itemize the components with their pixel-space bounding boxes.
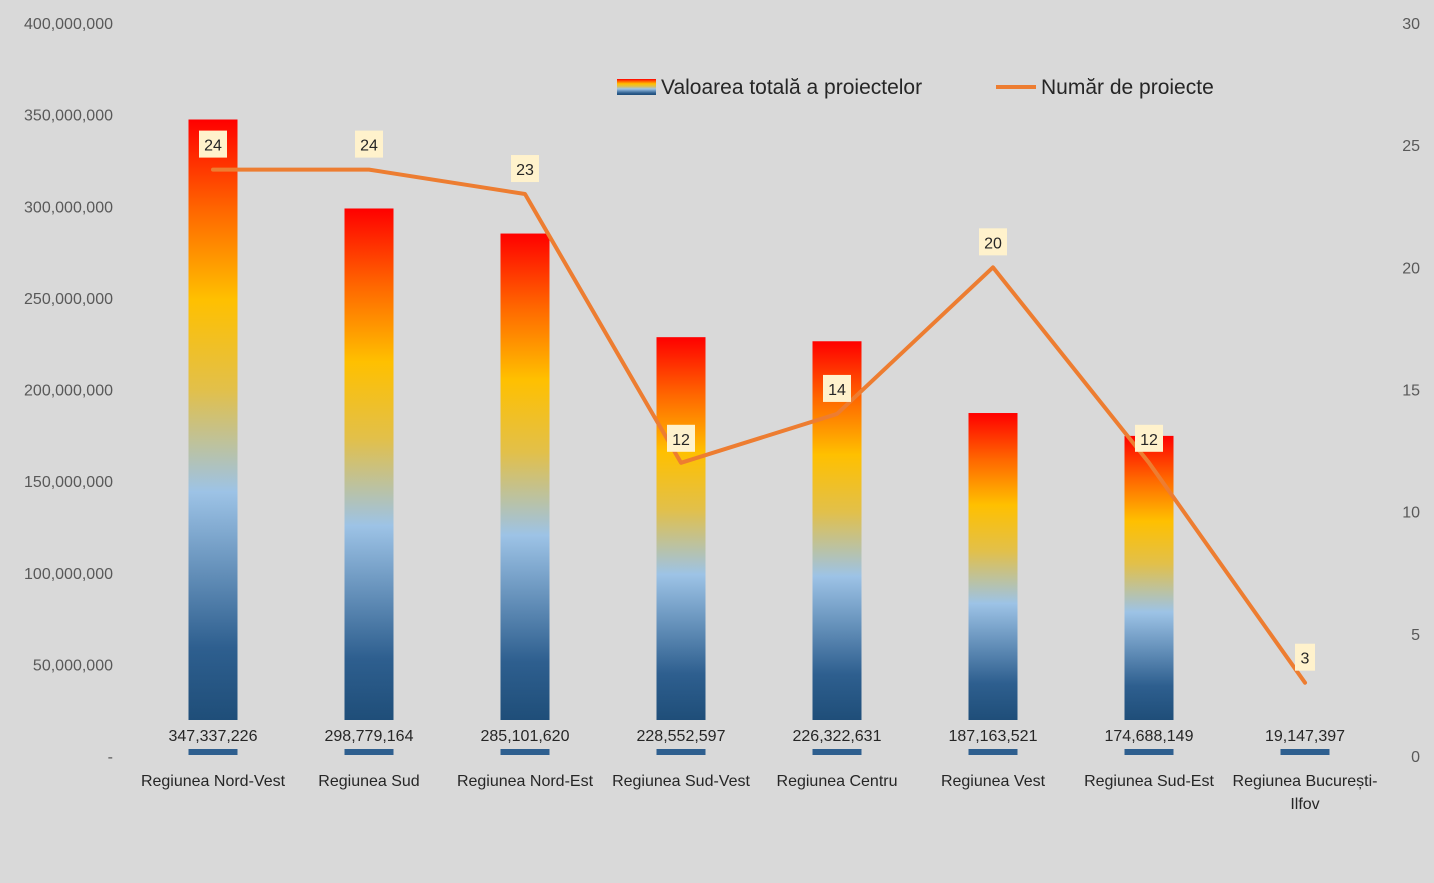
legend-label: Număr de proiecte: [1041, 76, 1214, 99]
bar-data-label: 187,163,521: [949, 728, 1038, 745]
y-left-tick-label: 250,000,000: [24, 291, 113, 308]
bar-data-label: 347,337,226: [169, 728, 258, 745]
line-data-label-box: [1135, 424, 1163, 452]
line-data-label-box: [199, 130, 227, 158]
bar-data-labels: 347,337,226 298,779,164 285,101,620 228,552…: [169, 728, 1346, 745]
bar-base: [500, 749, 550, 755]
bar-data-label: 285,101,620: [481, 728, 570, 745]
y-right-tick-label: 10: [1402, 505, 1420, 522]
x-tick-label: Regiunea București-: [1233, 773, 1378, 790]
line-data-label: 24: [360, 138, 378, 155]
y-right-tick-label: 20: [1402, 260, 1420, 277]
bar-data-label: 228,552,597: [637, 728, 726, 745]
bar-data-label: 226,322,631: [793, 728, 882, 745]
bar-series: [188, 119, 1330, 755]
y-right-axis: 0 5 10 15 20 25 30: [1402, 16, 1420, 766]
y-left-tick-label: 200,000,000: [24, 383, 113, 400]
line-data-label: 23: [516, 162, 534, 179]
y-right-tick-label: 5: [1411, 627, 1420, 644]
bar: [968, 413, 1018, 720]
y-left-axis: - 50,000,000 100,000,000 150,000,000 200,000…: [24, 16, 113, 766]
y-right-tick-label: 30: [1402, 16, 1420, 33]
y-right-tick-label: 0: [1411, 749, 1420, 766]
line-series: [211, 167, 1307, 685]
bar-base: [1280, 749, 1330, 755]
line-data-label: 20: [984, 235, 1002, 252]
line-path: [211, 167, 1307, 685]
line-data-label-box: [979, 228, 1007, 256]
line-data-label: 14: [828, 382, 846, 399]
y-right-tick-label: 15: [1402, 383, 1420, 400]
x-axis: Regiunea Nord-Vest Regiunea Sud Regiunea N…: [141, 773, 1378, 813]
bar-data-label: 19,147,397: [1265, 728, 1345, 745]
line-data-label-box: [1295, 643, 1315, 671]
bar: [812, 341, 862, 720]
line-data-label-box: [355, 130, 383, 158]
bar-base: [1124, 749, 1174, 755]
x-tick-label: Regiunea Sud: [318, 773, 419, 790]
x-tick-label: Ilfov: [1290, 796, 1319, 813]
bar-base: [344, 749, 394, 755]
x-tick-label: Regiunea Sud-Vest: [612, 773, 750, 790]
bar-base: [968, 749, 1018, 755]
bar: [188, 119, 238, 721]
line-data-label-box: [823, 374, 851, 402]
line-data-labels: 24 24 23 12 14 20 12 3: [199, 130, 1315, 671]
y-left-tick-label: 50,000,000: [33, 657, 113, 674]
y-left-tick-label: 150,000,000: [24, 474, 113, 491]
x-tick-label: Regiunea Sud-Est: [1084, 773, 1214, 790]
y-left-tick-label: 300,000,000: [24, 199, 113, 216]
bar: [344, 208, 394, 720]
legend: Valoarea totală a proiectelor Număr de pr…: [617, 76, 1214, 99]
y-left-tick-label: 350,000,000: [24, 108, 113, 125]
line-data-label: 12: [1140, 432, 1158, 449]
legend-swatch-bar: [617, 79, 656, 95]
bar: [1124, 435, 1174, 720]
bar-base: [188, 749, 238, 755]
line-data-label: 24: [204, 138, 222, 155]
x-tick-label: Regiunea Nord-Est: [457, 773, 594, 790]
x-tick-label: Regiunea Centru: [777, 773, 898, 790]
bar-base: [812, 749, 862, 755]
x-tick-label: Regiunea Vest: [941, 773, 1046, 790]
line-data-label-box: [511, 155, 539, 183]
bar-base: [656, 749, 706, 755]
bar-data-label: 298,779,164: [325, 728, 414, 745]
y-left-tick-label: 100,000,000: [24, 566, 113, 583]
bar: [500, 233, 550, 721]
line-data-label: 3: [1301, 651, 1310, 668]
y-left-tick-label: 400,000,000: [24, 16, 113, 33]
line-data-label-box: [667, 424, 695, 452]
bar-data-label: 174,688,149: [1105, 728, 1194, 745]
legend-label: Valoarea totală a proiectelor: [661, 76, 922, 99]
x-tick-label: Regiunea Nord-Vest: [141, 773, 286, 790]
y-right-tick-label: 25: [1402, 138, 1420, 155]
y-left-tick-label: -: [108, 749, 113, 766]
line-data-label: 12: [672, 432, 690, 449]
bar: [656, 337, 706, 720]
